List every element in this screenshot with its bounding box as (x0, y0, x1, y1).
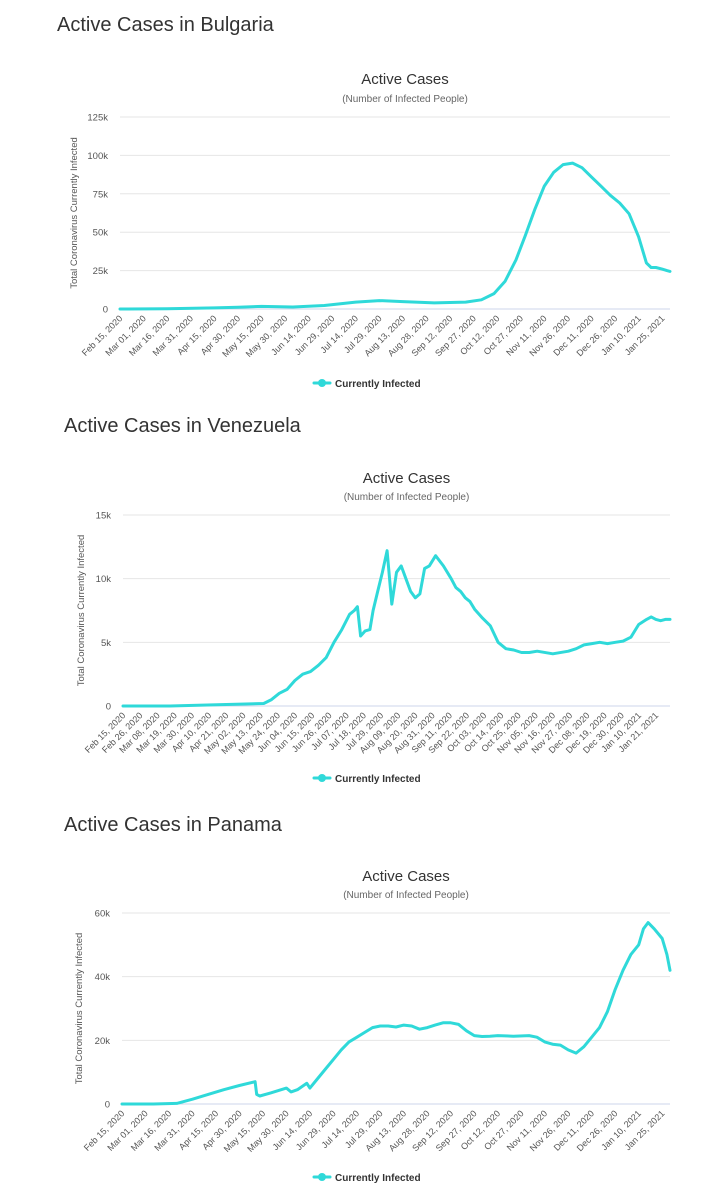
y-tick-label: 125k (87, 113, 108, 124)
y-tick-label: 40k (95, 972, 111, 983)
y-axis-label: Total Coronavirus Currently Infected (74, 933, 85, 1085)
legend-label: Currently Infected (335, 1173, 421, 1184)
legend-label: Currently Infected (335, 774, 421, 785)
chart-section-2: Active Cases in Venezuela Active Cases (N… (0, 400, 716, 800)
y-tick-label: 0 (103, 305, 108, 316)
y-tick-label: 10k (96, 574, 112, 585)
y-tick-label: 0 (105, 1100, 110, 1111)
section-title: Active Cases in Bulgaria (57, 14, 274, 36)
y-axis-label: Total Coronavirus Currently Infected (76, 535, 87, 687)
chart-section-3: Active Cases in Panama Active Cases (Numb… (0, 800, 716, 1200)
y-tick-label: 5k (101, 638, 111, 649)
y-tick-label: 25k (93, 266, 109, 277)
legend-marker (318, 774, 326, 782)
series-line (120, 921, 672, 1106)
y-tick-label: 60k (95, 909, 111, 920)
y-tick-label: 20k (95, 1036, 111, 1047)
y-tick-label: 50k (93, 228, 109, 239)
line-chart: Active Cases (Number of Infected People) T… (76, 470, 672, 785)
y-tick-label: 75k (93, 189, 109, 200)
y-tick-label: 15k (96, 511, 112, 522)
chart-subtitle: (Number of Infected People) (344, 492, 470, 503)
chart-subtitle: (Number of Infected People) (343, 890, 469, 901)
legend-label: Currently Infected (335, 379, 421, 390)
section-title: Active Cases in Venezuela (64, 415, 301, 437)
y-tick-label: 0 (106, 702, 111, 713)
chart-subtitle: (Number of Infected People) (342, 94, 468, 105)
legend-marker (318, 379, 326, 387)
chart-title: Active Cases (362, 868, 450, 885)
series-line (121, 549, 672, 708)
chart-title: Active Cases (363, 470, 451, 487)
legend-marker (318, 1173, 326, 1181)
line-chart: Active Cases (Number of Infected People) T… (74, 868, 672, 1184)
chart-section-1: Active Cases in Bulgaria Active Cases (Nu… (0, 0, 716, 400)
section-title: Active Cases in Panama (64, 814, 282, 836)
series-line (118, 161, 672, 311)
y-axis-label: Total Coronavirus Currently Infected (69, 137, 80, 289)
chart-title: Active Cases (361, 71, 449, 88)
line-chart: Active Cases (Number of Infected People) T… (69, 71, 672, 390)
y-tick-label: 100k (87, 151, 108, 162)
